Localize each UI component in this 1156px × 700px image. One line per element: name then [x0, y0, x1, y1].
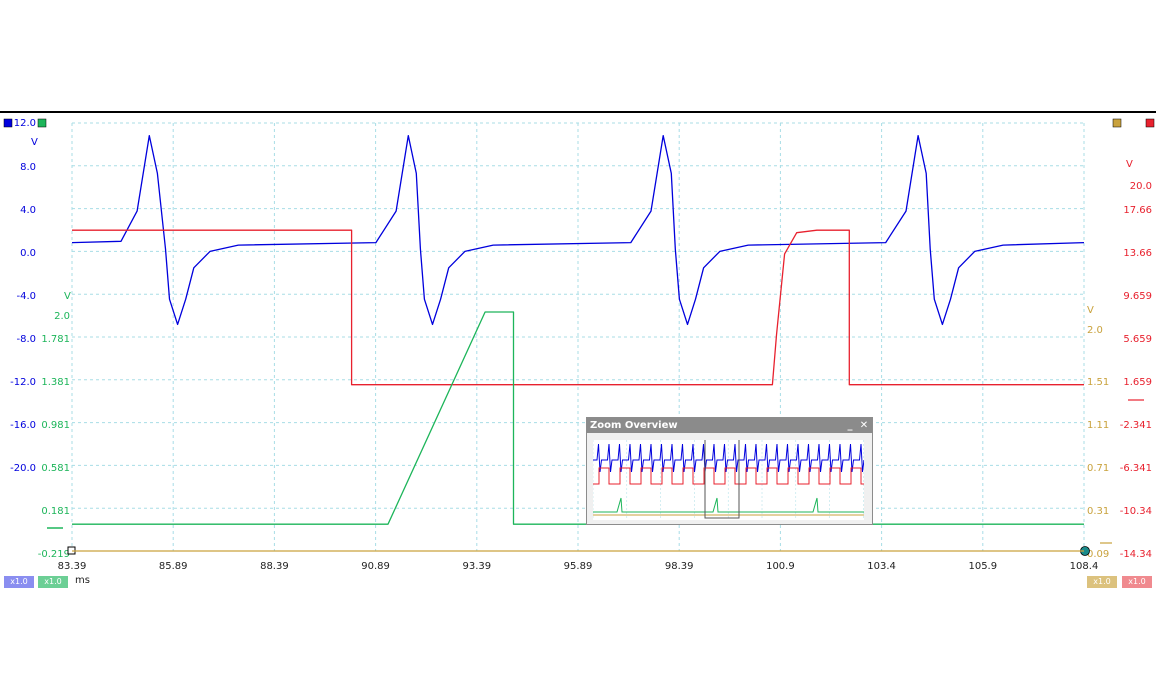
series-d-trace [72, 229, 1084, 386]
x-tick-label: 100.9 [766, 561, 795, 572]
axis-a-tick-label: -8.0 [16, 334, 36, 345]
x-tick-label: 88.39 [260, 561, 289, 572]
zoom-series-b-trace [593, 497, 864, 513]
axis-d-tick-label: -6.341 [1120, 463, 1152, 474]
x-tick-label: 93.39 [462, 561, 491, 572]
zoom-series-d-trace [593, 467, 864, 485]
scope-chart[interactable]: 83.39 85.89 88.39 90.89 93.39 95.89 98.39 100.9… [0, 113, 1156, 591]
axis-d-tick-label: 13.66 [1123, 248, 1152, 259]
axis-b-unit-label: V [64, 291, 71, 302]
axis-a-tick-label: 0.0 [20, 248, 36, 259]
axis-b-tick-label: 0.581 [41, 463, 70, 474]
x-tick-label: 108.4 [1070, 561, 1099, 572]
x-tick-label: 83.39 [58, 561, 87, 572]
axis-b-tick-label: 1.781 [41, 334, 70, 345]
axis-c-tick-label: 0.09 [1087, 549, 1109, 560]
axis-a-tick-label: 8.0 [20, 162, 36, 173]
axis-a-tick-label: -12.0 [10, 377, 36, 388]
axis-d-tick-label: 5.659 [1123, 334, 1152, 345]
axis-c-tick-label: 1.51 [1087, 377, 1109, 388]
zoom-overview-title: Zoom Overview [590, 420, 678, 431]
channel-d-scale-badge[interactable]: x1.0 [1122, 576, 1152, 588]
axis-d-tick-label: 9.659 [1123, 291, 1152, 302]
x-tick-label: 98.39 [665, 561, 694, 572]
channel-b-marker [37, 118, 47, 128]
axis-a-tick-label: 4.0 [20, 205, 36, 216]
x-tick-label: 105.9 [968, 561, 997, 572]
axis-c-tick-label: 0.31 [1087, 506, 1109, 517]
axis-b-tick-label: 1.381 [41, 377, 70, 388]
channel-d-marker [1145, 118, 1155, 128]
close-icon[interactable]: ✕ [859, 420, 869, 431]
axis-c-unit-label: V [1087, 305, 1094, 316]
axis-d-tick-label: -2.341 [1120, 420, 1152, 431]
minimize-icon[interactable]: _ [847, 420, 853, 431]
axis-d-tick-label: 1.659 [1123, 377, 1152, 388]
series-a-trace [71, 134, 1085, 326]
zoom-series-a-trace [593, 443, 864, 473]
axis-b-tick-label: 2.0 [54, 311, 70, 322]
axis-a-tick-label: -20.0 [10, 463, 36, 474]
zoom-overview-thumbnail[interactable] [593, 440, 864, 520]
zoom-overview-panel[interactable]: Zoom Overview _ ✕ [586, 417, 873, 525]
x-tick-label: 85.89 [159, 561, 188, 572]
x-tick-label: 103.4 [867, 561, 896, 572]
axis-a-tick-label: 12.0 [14, 118, 36, 129]
channel-c-scale-badge[interactable]: x1.0 [1087, 576, 1117, 588]
axis-a-tick-label: -4.0 [16, 291, 36, 302]
axis-b-tick-label: -0.219 [38, 549, 70, 560]
zoom-viewport-box [704, 440, 740, 519]
axis-d-tick-label: -10.34 [1120, 506, 1152, 517]
axis-c-tick-label: 0.71 [1087, 463, 1109, 474]
zoom-overview-titlebar[interactable]: Zoom Overview _ ✕ [587, 418, 872, 433]
axis-a-unit-label: V [31, 137, 38, 148]
x-tick-label: 90.89 [361, 561, 390, 572]
axis-c-tick-label: 1.11 [1087, 420, 1109, 431]
channel-c-marker [1112, 118, 1122, 128]
axis-d-tick-label: -14.34 [1120, 549, 1152, 560]
x-tick-label: 95.89 [564, 561, 593, 572]
axis-b-tick-label: 0.981 [41, 420, 70, 431]
axis-c-tick-label: 2.0 [1087, 325, 1103, 336]
axis-d-unit-label: V [1126, 159, 1133, 170]
axis-a-tick-label: -16.0 [10, 420, 36, 431]
channel-a-marker [3, 118, 13, 128]
axis-d-tick-label: 20.0 [1130, 181, 1152, 192]
channel-a-scale-badge[interactable]: x1.0 [4, 576, 34, 588]
axis-b-tick-label: 0.181 [41, 506, 70, 517]
channel-b-scale-badge[interactable]: x1.0 [38, 576, 68, 588]
oscilloscope-frame: 83.39 85.89 88.39 90.89 93.39 95.89 98.39 100.9… [0, 111, 1156, 589]
axis-d-tick-label: 17.66 [1123, 205, 1152, 216]
time-unit-label: ms [75, 575, 90, 586]
